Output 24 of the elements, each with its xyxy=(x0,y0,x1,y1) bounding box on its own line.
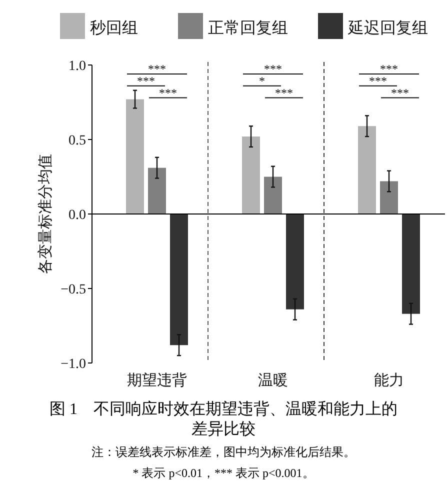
y-tick-label: 0.0 xyxy=(68,208,86,223)
y-axis-title: 各变量标准分均值 xyxy=(37,154,54,274)
text: 图 1 不同响应时效在期望违背、温暖和能力上的差异比较 xyxy=(48,400,398,440)
annotation: * xyxy=(259,74,265,88)
annotation: *** xyxy=(380,62,398,76)
text: * 表示 p<0.01，*** 表示 p<0.001。 xyxy=(132,465,316,482)
y-tick-label: 1.0 xyxy=(68,59,86,74)
legend-label: 正常回复组 xyxy=(208,19,288,37)
x-tick-label: 期望违背 xyxy=(127,372,187,389)
y-tick-label: 0.5 xyxy=(68,134,86,148)
text: 注：误差线表示标准差，图中均为标准化后结果。 xyxy=(90,444,356,461)
annotation: *** xyxy=(148,62,166,76)
annotation: *** xyxy=(137,74,155,88)
x-tick-label: 温暖 xyxy=(258,372,288,389)
x-tick-label: 能力 xyxy=(374,372,404,389)
legend-label: 秒回组 xyxy=(90,19,138,37)
annotation: *** xyxy=(264,62,282,76)
annotation: *** xyxy=(391,86,409,100)
annotation: *** xyxy=(369,74,387,88)
y-tick-label: −1.0 xyxy=(60,357,86,372)
y-tick-label: −0.5 xyxy=(60,282,86,298)
legend-label: 延迟回复组 xyxy=(347,19,428,37)
annotation: *** xyxy=(275,86,293,100)
annotation: *** xyxy=(159,86,177,100)
